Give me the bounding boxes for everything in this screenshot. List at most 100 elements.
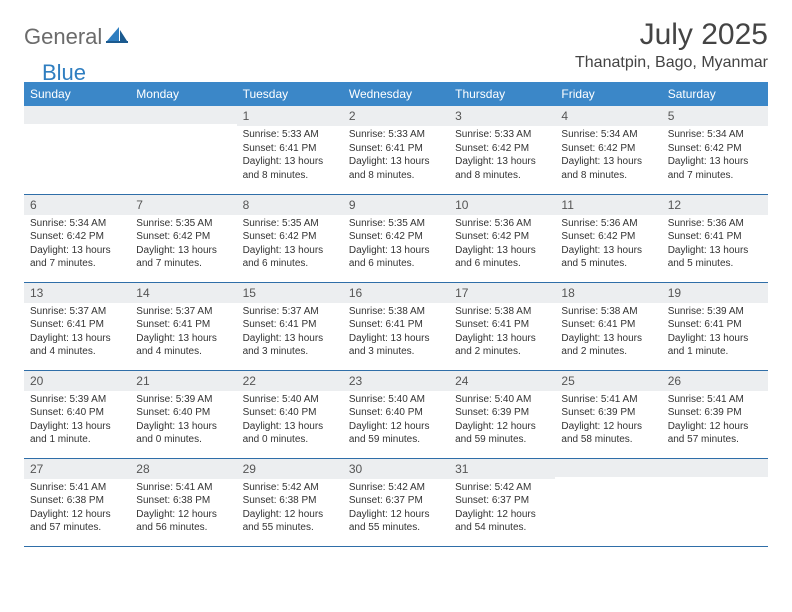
calendar-body: 1Sunrise: 5:33 AMSunset: 6:41 PMDaylight… xyxy=(24,106,768,546)
sunset-text: Sunset: 6:37 PM xyxy=(455,494,549,508)
day-details: Sunrise: 5:37 AMSunset: 6:41 PMDaylight:… xyxy=(237,303,343,363)
day-number: 16 xyxy=(343,283,449,303)
day-details: Sunrise: 5:39 AMSunset: 6:41 PMDaylight:… xyxy=(662,303,768,363)
day-number: 31 xyxy=(449,459,555,479)
sunset-text: Sunset: 6:42 PM xyxy=(668,142,762,156)
sunset-text: Sunset: 6:42 PM xyxy=(561,230,655,244)
sunrise-text: Sunrise: 5:39 AM xyxy=(136,393,230,407)
page-header: General July 2025 Thanatpin, Bago, Myanm… xyxy=(24,18,768,72)
day-details: Sunrise: 5:42 AMSunset: 6:37 PMDaylight:… xyxy=(343,479,449,539)
day-details: Sunrise: 5:34 AMSunset: 6:42 PMDaylight:… xyxy=(662,126,768,186)
daylight-text: Daylight: 13 hours and 5 minutes. xyxy=(668,244,762,271)
weekday-header: Thursday xyxy=(449,82,555,106)
sunrise-text: Sunrise: 5:34 AM xyxy=(561,128,655,142)
calendar-day-cell: 21Sunrise: 5:39 AMSunset: 6:40 PMDayligh… xyxy=(130,370,236,458)
daylight-text: Daylight: 13 hours and 8 minutes. xyxy=(455,155,549,182)
calendar-day-cell: 19Sunrise: 5:39 AMSunset: 6:41 PMDayligh… xyxy=(662,282,768,370)
day-details: Sunrise: 5:42 AMSunset: 6:38 PMDaylight:… xyxy=(237,479,343,539)
sunset-text: Sunset: 6:41 PM xyxy=(243,318,337,332)
day-number: 15 xyxy=(237,283,343,303)
title-block: July 2025 Thanatpin, Bago, Myanmar xyxy=(575,18,768,72)
daylight-text: Daylight: 13 hours and 7 minutes. xyxy=(30,244,124,271)
sunset-text: Sunset: 6:41 PM xyxy=(561,318,655,332)
daylight-text: Daylight: 12 hours and 58 minutes. xyxy=(561,420,655,447)
weekday-header-row: SundayMondayTuesdayWednesdayThursdayFrid… xyxy=(24,82,768,106)
day-details: Sunrise: 5:41 AMSunset: 6:38 PMDaylight:… xyxy=(130,479,236,539)
calendar-day-cell xyxy=(555,458,661,546)
daylight-text: Daylight: 13 hours and 2 minutes. xyxy=(561,332,655,359)
calendar-day-cell: 13Sunrise: 5:37 AMSunset: 6:41 PMDayligh… xyxy=(24,282,130,370)
sunset-text: Sunset: 6:41 PM xyxy=(243,142,337,156)
day-details: Sunrise: 5:40 AMSunset: 6:40 PMDaylight:… xyxy=(237,391,343,451)
calendar-day-cell: 20Sunrise: 5:39 AMSunset: 6:40 PMDayligh… xyxy=(24,370,130,458)
day-number: 25 xyxy=(555,371,661,391)
day-number: 14 xyxy=(130,283,236,303)
day-number: 18 xyxy=(555,283,661,303)
sunset-text: Sunset: 6:41 PM xyxy=(136,318,230,332)
location: Thanatpin, Bago, Myanmar xyxy=(575,54,768,72)
day-number xyxy=(130,106,236,124)
daylight-text: Daylight: 13 hours and 7 minutes. xyxy=(668,155,762,182)
sunset-text: Sunset: 6:39 PM xyxy=(455,406,549,420)
day-number: 22 xyxy=(237,371,343,391)
calendar-day-cell: 2Sunrise: 5:33 AMSunset: 6:41 PMDaylight… xyxy=(343,106,449,194)
daylight-text: Daylight: 12 hours and 54 minutes. xyxy=(455,508,549,535)
logo-sail-icon xyxy=(106,26,128,49)
calendar-day-cell: 18 Sunrise: 5:38 AMSunset: 6:41 PMDayligh… xyxy=(555,282,661,370)
day-details: Sunrise: 5:36 AMSunset: 6:42 PMDaylight:… xyxy=(555,215,661,275)
daylight-text: Daylight: 12 hours and 55 minutes. xyxy=(349,508,443,535)
calendar-week-row: 27Sunrise: 5:41 AMSunset: 6:38 PMDayligh… xyxy=(24,458,768,546)
sunrise-text: Sunrise: 5:42 AM xyxy=(455,481,549,495)
calendar-day-cell: 22Sunrise: 5:40 AMSunset: 6:40 PMDayligh… xyxy=(237,370,343,458)
sunrise-text: Sunrise: 5:33 AM xyxy=(455,128,549,142)
sunrise-text: Sunrise: 5:42 AM xyxy=(349,481,443,495)
sunset-text: Sunset: 6:40 PM xyxy=(349,406,443,420)
daylight-text: Daylight: 13 hours and 3 minutes. xyxy=(349,332,443,359)
sunrise-text: Sunrise: 5:35 AM xyxy=(136,217,230,231)
day-number xyxy=(555,459,661,477)
day-number: 9 xyxy=(343,195,449,215)
daylight-text: Daylight: 13 hours and 8 minutes. xyxy=(561,155,655,182)
calendar-day-cell: 9Sunrise: 5:35 AMSunset: 6:42 PMDaylight… xyxy=(343,194,449,282)
sunrise-text: Sunrise: 5:33 AM xyxy=(243,128,337,142)
day-details: Sunrise: 5:40 AMSunset: 6:40 PMDaylight:… xyxy=(343,391,449,451)
sunrise-text: Sunrise: 5:39 AM xyxy=(668,305,762,319)
weekday-header: Tuesday xyxy=(237,82,343,106)
sunset-text: Sunset: 6:39 PM xyxy=(561,406,655,420)
sunrise-text: Sunrise: 5:33 AM xyxy=(349,128,443,142)
sunset-text: Sunset: 6:38 PM xyxy=(30,494,124,508)
daylight-text: Daylight: 12 hours and 57 minutes. xyxy=(668,420,762,447)
calendar-day-cell: 6Sunrise: 5:34 AMSunset: 6:42 PMDaylight… xyxy=(24,194,130,282)
day-number: 19 xyxy=(662,283,768,303)
sunset-text: Sunset: 6:41 PM xyxy=(349,318,443,332)
calendar-day-cell: 8Sunrise: 5:35 AMSunset: 6:42 PMDaylight… xyxy=(237,194,343,282)
calendar-day-cell: 23Sunrise: 5:40 AMSunset: 6:40 PMDayligh… xyxy=(343,370,449,458)
day-number: 6 xyxy=(24,195,130,215)
month-title: July 2025 xyxy=(575,18,768,52)
day-details: Sunrise: 5:38 AMSunset: 6:41 PMDaylight:… xyxy=(449,303,555,363)
sunset-text: Sunset: 6:41 PM xyxy=(668,318,762,332)
sunrise-text: Sunrise: 5:42 AM xyxy=(243,481,337,495)
day-details: Sunrise: 5:34 AMSunset: 6:42 PMDaylight:… xyxy=(24,215,130,275)
sunrise-text: Sunrise: 5:34 AM xyxy=(30,217,124,231)
calendar-day-cell: 24Sunrise: 5:40 AMSunset: 6:39 PMDayligh… xyxy=(449,370,555,458)
day-number: 24 xyxy=(449,371,555,391)
day-details: Sunrise: 5:37 AMSunset: 6:41 PMDaylight:… xyxy=(24,303,130,363)
sunrise-text: Sunrise: 5:37 AM xyxy=(30,305,124,319)
daylight-text: Daylight: 12 hours and 59 minutes. xyxy=(455,420,549,447)
daylight-text: Daylight: 13 hours and 2 minutes. xyxy=(455,332,549,359)
calendar-day-cell: 5Sunrise: 5:34 AMSunset: 6:42 PMDaylight… xyxy=(662,106,768,194)
day-number: 10 xyxy=(449,195,555,215)
day-details: Sunrise: 5:41 AMSunset: 6:38 PMDaylight:… xyxy=(24,479,130,539)
day-number: 12 xyxy=(662,195,768,215)
day-number: 27 xyxy=(24,459,130,479)
sunrise-text: Sunrise: 5:38 AM xyxy=(561,305,655,319)
daylight-text: Daylight: 13 hours and 5 minutes. xyxy=(561,244,655,271)
calendar-day-cell: 30Sunrise: 5:42 AMSunset: 6:37 PMDayligh… xyxy=(343,458,449,546)
sunset-text: Sunset: 6:39 PM xyxy=(668,406,762,420)
sunset-text: Sunset: 6:42 PM xyxy=(136,230,230,244)
daylight-text: Daylight: 12 hours and 57 minutes. xyxy=(30,508,124,535)
sunrise-text: Sunrise: 5:35 AM xyxy=(349,217,443,231)
logo: General xyxy=(24,18,130,50)
daylight-text: Daylight: 13 hours and 1 minute. xyxy=(30,420,124,447)
